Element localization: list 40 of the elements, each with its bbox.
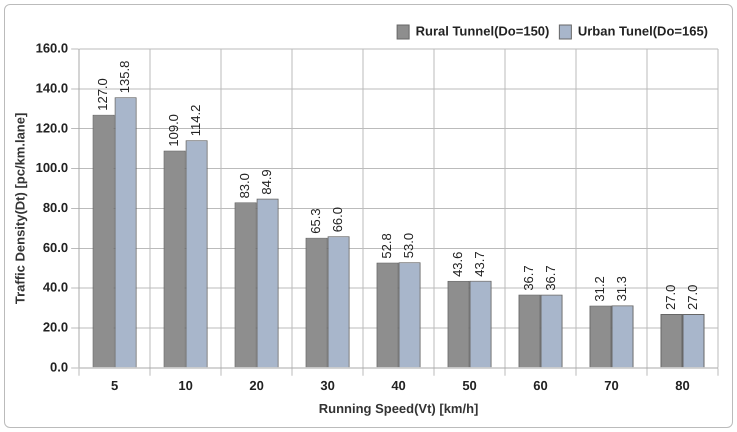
data-label: 53.0 bbox=[401, 232, 416, 258]
data-label: 84.9 bbox=[259, 169, 274, 195]
x-tick-label: 5 bbox=[111, 378, 118, 394]
y-tick-label: 40.0 bbox=[42, 280, 68, 295]
y-tick-label: 140.0 bbox=[36, 80, 68, 96]
x-tick-label: 10 bbox=[178, 378, 193, 394]
data-label: 36.7 bbox=[543, 265, 558, 291]
data-label: 66.0 bbox=[330, 206, 346, 232]
legend-label: Urban Tunel(Do=165) bbox=[578, 24, 708, 39]
data-label: 36.7 bbox=[521, 265, 536, 291]
data-label: 127.0 bbox=[95, 78, 110, 111]
data-label: 83.0 bbox=[237, 173, 252, 198]
data-label: 52.8 bbox=[379, 233, 394, 259]
x-tick-label: 20 bbox=[249, 378, 264, 394]
x-tick-label: 70 bbox=[604, 378, 619, 394]
y-tick-label: 100.0 bbox=[36, 160, 68, 176]
x-tick-label: 50 bbox=[462, 378, 477, 394]
y-tick-label: 0.0 bbox=[50, 359, 68, 374]
y-tick-label: 120.0 bbox=[36, 120, 68, 136]
y-tick-label: 60.0 bbox=[42, 240, 68, 255]
y-tick-label: 80.0 bbox=[42, 200, 68, 215]
y-tick-label: 20.0 bbox=[42, 320, 68, 335]
x-tick-label: 80 bbox=[675, 378, 690, 394]
x-axis-title: Running Speed(Vt) [km/h] bbox=[318, 400, 478, 416]
x-tick-label: 30 bbox=[320, 378, 335, 394]
data-label: 65.3 bbox=[308, 208, 324, 234]
y-tick-label: 160.0 bbox=[36, 40, 68, 56]
legend-label: Rural Tunnel(Do=150) bbox=[416, 24, 550, 39]
data-label: 109.0 bbox=[166, 114, 182, 147]
data-label: 114.2 bbox=[188, 104, 204, 136]
y-axis-title: Traffic Density(Dt) [pc/km.lane] bbox=[12, 112, 28, 304]
data-label: 27.0 bbox=[663, 284, 678, 310]
data-label: 43.7 bbox=[472, 251, 488, 277]
data-label: 27.0 bbox=[685, 284, 700, 310]
x-tick-label: 40 bbox=[391, 378, 406, 394]
data-label: 31.3 bbox=[614, 276, 630, 302]
data-label: 43.6 bbox=[450, 252, 466, 277]
data-label: 31.2 bbox=[592, 276, 608, 302]
x-tick-label: 60 bbox=[533, 378, 548, 394]
data-label: 135.8 bbox=[117, 60, 132, 94]
